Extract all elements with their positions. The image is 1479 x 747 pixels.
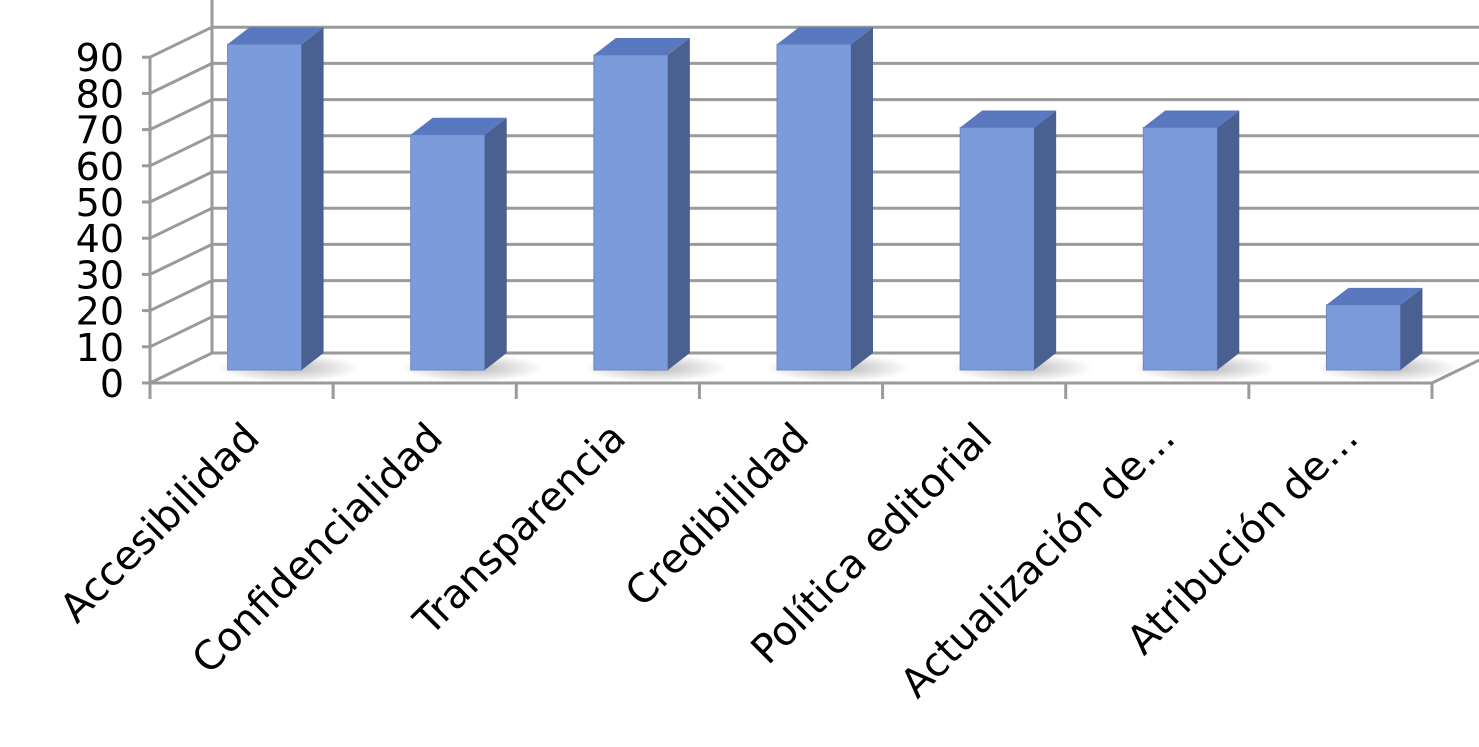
y-tick-label: 90 [76, 36, 124, 80]
bar-top-face [227, 27, 324, 45]
bar [1325, 287, 1423, 371]
y-tick-label: 40 [76, 217, 124, 261]
bar [959, 110, 1057, 371]
bar-front-face [227, 43, 303, 371]
bar [227, 27, 324, 371]
bar-front-face [776, 43, 852, 371]
bar-side-face [1217, 110, 1240, 371]
bar [776, 27, 873, 371]
x-axis-labels: AccesibilidadConfidencialidadTransparenc… [51, 415, 1367, 707]
y-tick-label: 10 [76, 326, 124, 370]
bar-front-face [959, 126, 1035, 371]
bar-side-face [484, 117, 507, 370]
y-tick-label: 70 [76, 109, 124, 153]
bar-top-face [593, 38, 690, 56]
bar-top-face [960, 110, 1057, 128]
axes [142, 55, 1434, 399]
bar-side-face [301, 27, 324, 370]
bar-side-face [1034, 110, 1057, 371]
bar [593, 38, 690, 371]
bar [1142, 110, 1240, 371]
y-tick-label: 20 [76, 290, 124, 334]
bar-front-face [1142, 126, 1218, 371]
y-tick-label: 30 [76, 253, 124, 297]
y-tick-label: 0 [100, 362, 124, 406]
bar-front-face [1325, 304, 1401, 371]
bar-top-face [410, 117, 507, 135]
bar-side-face [1400, 287, 1423, 370]
bar [410, 117, 507, 371]
bar-side-face [851, 27, 873, 370]
bar-top-face [1326, 287, 1423, 305]
y-tick-label: 80 [76, 72, 124, 116]
bar-top-face [777, 27, 873, 45]
x-category-label: Credibilidad [617, 415, 818, 616]
bar-top-face [1143, 110, 1240, 128]
bar-front-face [593, 54, 669, 371]
bars [227, 27, 1423, 371]
bar-front-face [410, 134, 486, 371]
y-tick-label: 60 [76, 145, 124, 189]
bar-side-face [667, 38, 690, 371]
y-tick-label: 50 [76, 181, 124, 225]
